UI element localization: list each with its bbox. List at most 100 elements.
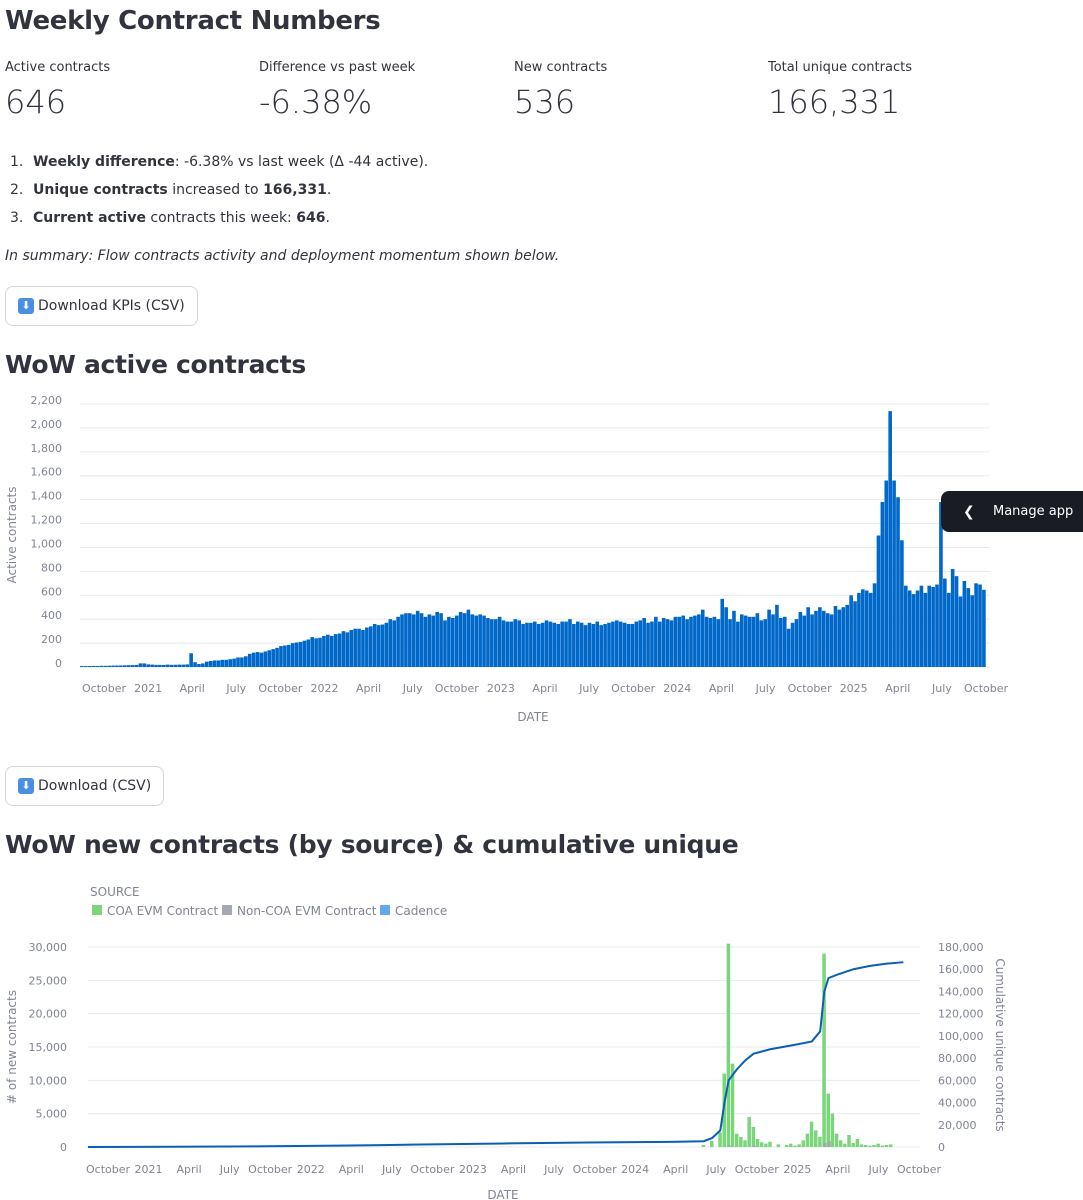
bar — [439, 613, 443, 667]
bar — [782, 616, 787, 667]
manage-app-button[interactable]: ❮ Manage app — [941, 491, 1083, 532]
metric-new-contracts: New contracts 536 — [514, 60, 764, 121]
bar — [193, 662, 197, 667]
bar — [763, 619, 768, 667]
bar — [587, 622, 592, 667]
bar — [900, 540, 904, 667]
list-item: 1. Weekly difference: -6.38% vs last wee… — [10, 154, 429, 170]
bar — [247, 653, 252, 667]
x-tick-label: July — [543, 1163, 564, 1176]
bar — [809, 1121, 814, 1147]
bar — [776, 1144, 781, 1147]
bar — [599, 625, 603, 667]
bar — [525, 622, 529, 667]
bar — [665, 619, 670, 667]
bar — [279, 646, 283, 667]
x-tick-label: July — [381, 1163, 402, 1176]
y-tick-label: 1,000 — [31, 537, 63, 550]
bar — [661, 617, 666, 667]
x-tick-label: April — [709, 682, 734, 695]
bar — [380, 624, 385, 667]
bar — [847, 1135, 851, 1147]
bar — [376, 625, 381, 667]
metric-value: 166,331 — [768, 83, 901, 121]
bar — [730, 1063, 735, 1147]
bar — [638, 620, 643, 667]
bar — [797, 1144, 801, 1147]
x-tick-label: 2024 — [663, 682, 691, 695]
bar — [830, 1113, 835, 1147]
download-csv-button[interactable]: ⬇ Download (CSV) — [5, 766, 165, 806]
bar — [826, 1093, 830, 1147]
bar — [767, 609, 771, 667]
bar — [404, 613, 408, 667]
bar — [855, 1139, 860, 1147]
x-tick-label: April — [885, 682, 910, 695]
bar — [572, 623, 576, 667]
y-tick-label: 30,000 — [29, 941, 68, 954]
x-tick-label: 2022 — [311, 682, 339, 695]
y-tick-label: 1,400 — [31, 490, 63, 503]
bar — [509, 621, 514, 667]
bar — [718, 1132, 722, 1147]
x-tick-label: July — [219, 1163, 240, 1176]
summary-list: 1. Weekly difference: -6.38% vs last wee… — [10, 148, 428, 232]
bar — [720, 598, 725, 667]
bar — [431, 615, 436, 667]
bar — [486, 617, 490, 667]
bar — [134, 664, 139, 667]
bar — [872, 583, 877, 667]
download-kpis-button[interactable]: ⬇ Download KPIs (CSV) — [5, 286, 198, 326]
x-tick-label: October — [258, 682, 302, 695]
bar — [142, 663, 147, 667]
bar — [726, 943, 731, 1147]
y-tick-label: 200 — [41, 633, 62, 646]
x-tick-label: October — [86, 1163, 130, 1176]
bar — [290, 643, 295, 667]
bar — [212, 660, 217, 667]
bar — [712, 616, 717, 667]
bar — [415, 610, 420, 667]
bar — [779, 617, 783, 667]
x-tick-label: 2023 — [487, 682, 515, 695]
bar — [919, 585, 924, 667]
bar — [173, 664, 178, 667]
x-tick-label: October — [248, 1163, 292, 1176]
metric-label: Total unique contracts — [768, 60, 912, 75]
x-tick-label: 2025 — [783, 1163, 811, 1176]
bar — [888, 411, 892, 667]
bar — [447, 616, 451, 667]
bar — [372, 623, 377, 667]
y-tick-label: 10,000 — [29, 1074, 68, 1087]
bar — [923, 592, 928, 667]
bar — [517, 620, 521, 667]
bar — [822, 953, 826, 1147]
bar — [876, 535, 881, 667]
bar — [843, 1143, 847, 1147]
bar — [392, 620, 397, 667]
bar — [734, 1133, 739, 1147]
bar — [411, 614, 416, 667]
bar — [232, 658, 236, 667]
bar — [443, 620, 447, 667]
cumulative-line — [87, 961, 904, 1148]
y2-tick-label: 20,000 — [938, 1119, 977, 1132]
bar — [927, 585, 932, 667]
bar — [322, 635, 326, 667]
bar — [861, 589, 865, 667]
bar — [857, 592, 861, 667]
x-axis-label: DATE — [517, 710, 548, 724]
bar — [743, 1140, 747, 1147]
x-tick-label: July — [868, 1163, 889, 1176]
bar — [548, 621, 553, 667]
bar — [220, 659, 225, 667]
bar — [529, 622, 533, 667]
bar — [501, 620, 506, 667]
bar — [103, 665, 108, 667]
bar — [884, 480, 889, 667]
bar — [622, 622, 627, 667]
x-tick-label: July — [705, 1163, 726, 1176]
bar — [859, 1144, 864, 1147]
bar — [630, 623, 635, 667]
bar — [244, 656, 248, 667]
